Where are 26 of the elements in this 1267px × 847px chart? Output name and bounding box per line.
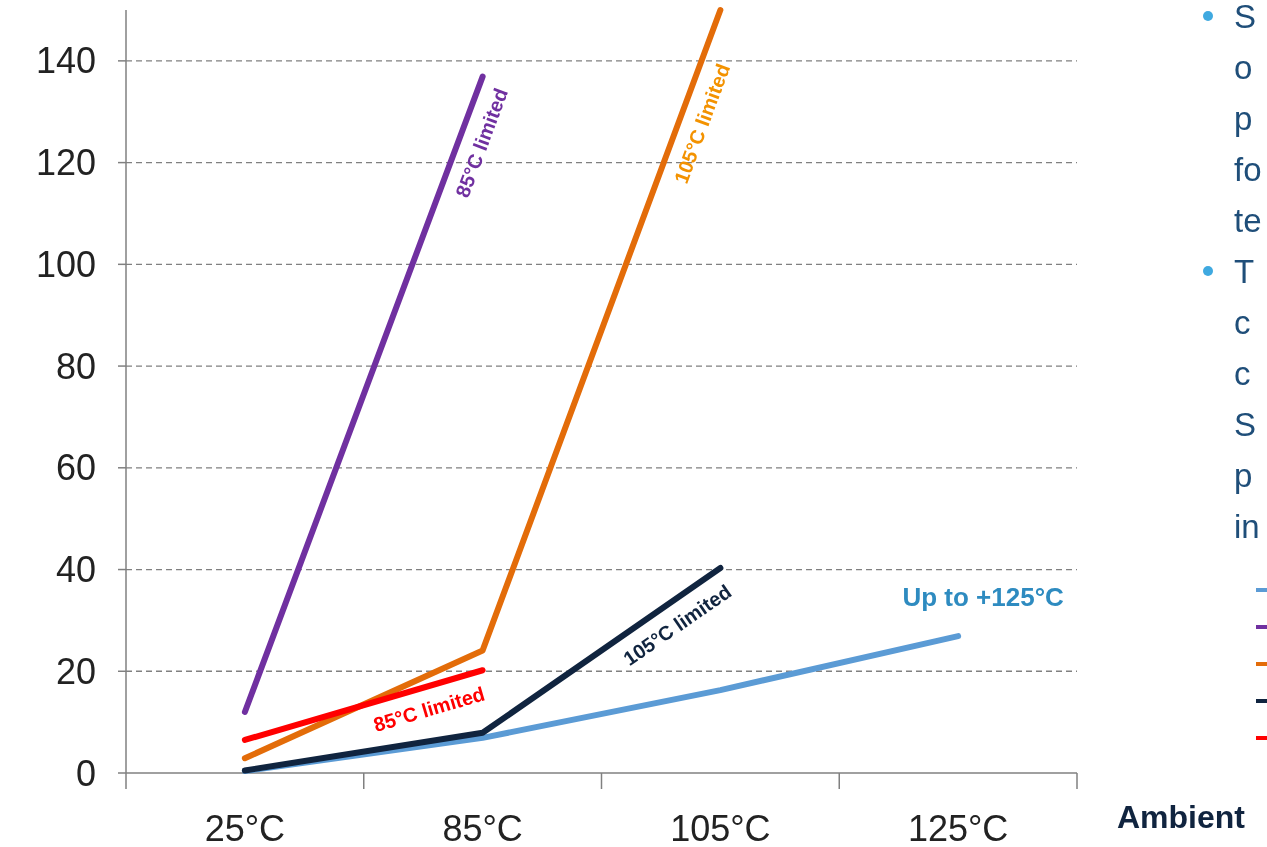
annotation: Up to +125°C <box>902 582 1065 613</box>
text: S <box>1234 0 1257 35</box>
y-tick-label: 80 <box>55 345 96 387</box>
y-tick-label: 120 <box>35 142 96 184</box>
text: te <box>1234 202 1262 239</box>
y-tick-label: 100 <box>35 243 96 285</box>
text: T <box>1234 253 1255 290</box>
x-tick-label: 85°C <box>442 808 523 847</box>
text: o <box>1234 49 1253 86</box>
x-axis-title: Ambient <box>1117 799 1246 835</box>
y-tick-label: 60 <box>55 447 96 489</box>
text: fo <box>1234 151 1262 188</box>
text: p <box>1234 100 1253 137</box>
y-tick-label: 0 <box>75 752 96 794</box>
x-tick-label: 105°C <box>670 808 771 847</box>
x-tick-label: 25°C <box>204 808 286 847</box>
x-tick-label: 125°C <box>907 808 1009 847</box>
text: in <box>1234 508 1260 545</box>
text: c <box>1234 304 1251 341</box>
text: c <box>1234 355 1251 392</box>
text: S <box>1234 406 1257 443</box>
text: p <box>1234 457 1253 494</box>
annotation: 85°C limited <box>370 682 488 736</box>
y-tick-label: 140 <box>35 40 96 82</box>
y-tick-label: 20 <box>55 650 96 692</box>
y-tick-label: 40 <box>55 549 96 591</box>
